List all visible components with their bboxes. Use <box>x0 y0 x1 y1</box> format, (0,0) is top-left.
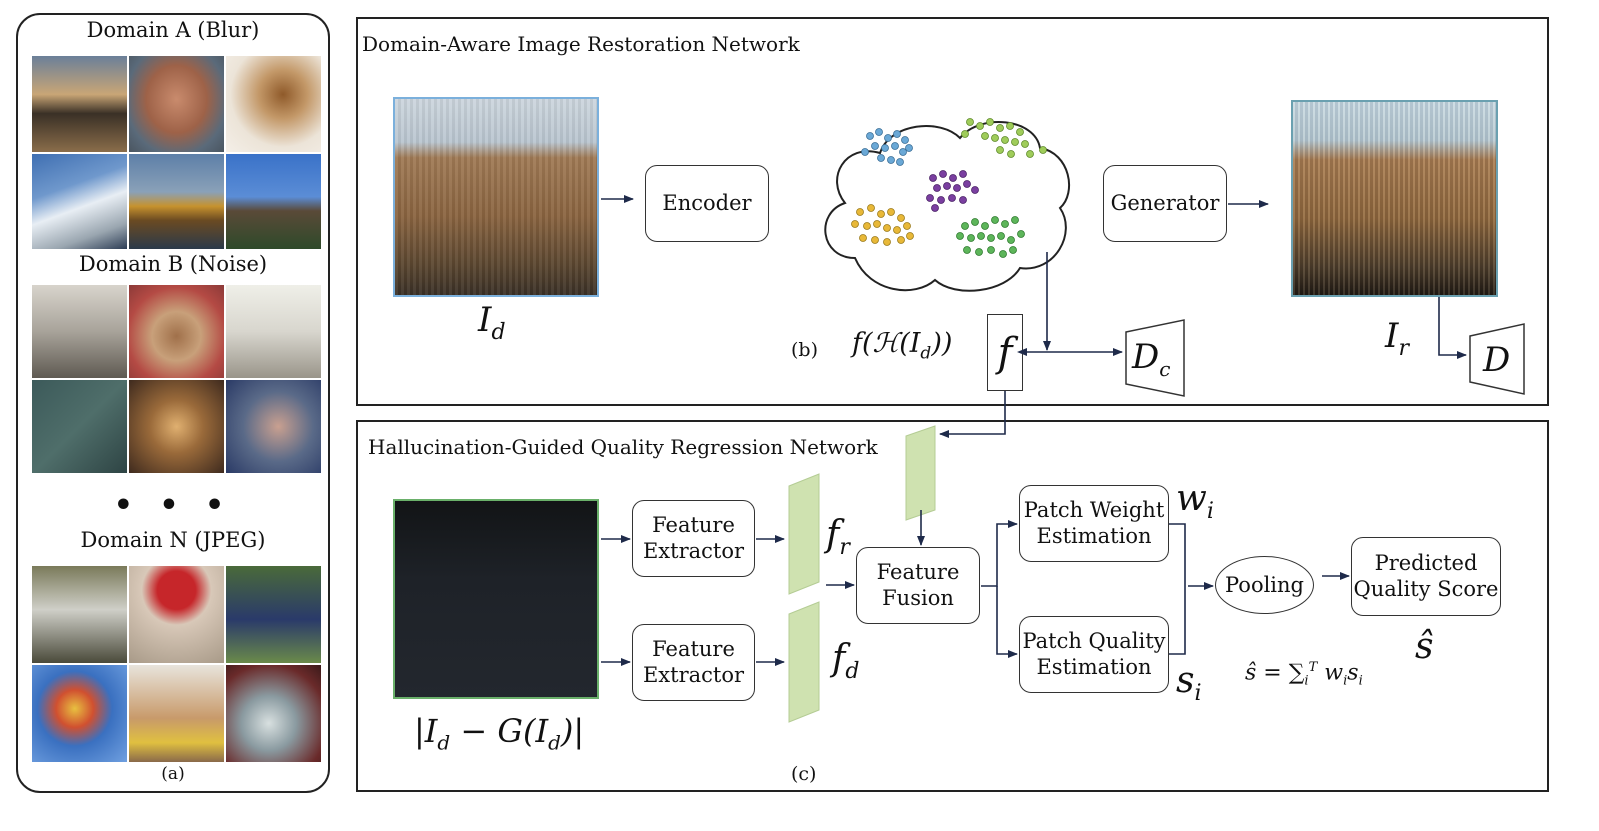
image-pillows <box>32 566 127 663</box>
cluster-blue <box>861 128 913 166</box>
cluster-green <box>956 216 1025 258</box>
image-team-photo <box>226 566 321 663</box>
patch-quality-estimation-box: Patch Quality Estimation <box>1019 616 1169 693</box>
image-boat <box>32 153 127 249</box>
caption-a: (a) <box>161 764 185 784</box>
domain-a-title: Domain A (Blur) <box>86 18 260 42</box>
label-ir: Ir <box>1385 316 1409 361</box>
arrow-f-featuremap <box>939 391 1006 438</box>
image-balloons <box>32 665 127 762</box>
domain-b-images <box>32 285 321 473</box>
image-jewelry <box>129 380 224 473</box>
label-difference: |Id − G(Id)| <box>414 712 585 755</box>
pooling-ellipse: Pooling <box>1215 556 1314 614</box>
label-dc: Dc <box>1132 337 1171 381</box>
feature-map-f <box>905 425 936 521</box>
label-shat: ŝ <box>1415 626 1434 667</box>
regression-network-title: Hallucination-Guided Quality Regression … <box>368 435 878 459</box>
panel-b-frame <box>356 17 1549 406</box>
domain-n-images <box>32 566 321 762</box>
difference-image <box>393 499 599 699</box>
label-wi: wi <box>1176 478 1214 525</box>
label-si: si <box>1176 660 1202 707</box>
domain-n-title: Domain N (JPEG) <box>80 528 266 552</box>
degraded-input-image <box>393 97 599 297</box>
generator-box: Generator <box>1103 165 1227 242</box>
image-wall-art <box>32 380 127 473</box>
discriminator-d <box>1469 323 1525 395</box>
feature-fusion-box: Feature Fusion <box>856 547 980 624</box>
predicted-quality-score-box: Predicted Quality Score <box>1351 537 1501 616</box>
image-man-smoking <box>226 380 321 473</box>
label-id: Id <box>478 300 506 345</box>
bracket-estimations <box>1169 523 1186 655</box>
caption-c: (c) <box>791 763 817 785</box>
domain-classifier-dc <box>1125 319 1185 397</box>
image-baskets <box>32 285 127 378</box>
feature-extractor-top: Feature Extractor <box>632 500 755 577</box>
ellipsis-dots: • • • <box>113 488 233 523</box>
feature-map-fr <box>788 473 820 595</box>
image-room <box>226 285 321 378</box>
patch-weight-estimation-box: Patch Weight Estimation <box>1019 485 1169 562</box>
panel-c-frame <box>356 420 1549 792</box>
image-food-plate <box>129 285 224 378</box>
caption-b: (b) <box>791 339 818 361</box>
label-d: D <box>1483 340 1511 380</box>
restored-output-image <box>1291 100 1498 297</box>
image-church <box>226 153 321 249</box>
pooling-formula: ŝ = ∑iT wisi <box>1245 660 1363 689</box>
latent-space-cloud <box>824 118 1070 292</box>
image-building <box>32 56 127 152</box>
cluster-light-green <box>961 118 1047 158</box>
label-fr: fr <box>826 514 850 561</box>
image-teapot <box>226 56 321 152</box>
cluster-purple <box>926 170 979 212</box>
image-lake-castle <box>129 153 224 249</box>
panel-a-frame <box>16 13 330 793</box>
feature-map-fd <box>788 601 820 723</box>
domain-b-title: Domain B (Noise) <box>78 252 268 276</box>
feature-expression: f(ℋ(Id)) <box>852 328 953 364</box>
arrow-fusion-pwe <box>981 520 1018 587</box>
feature-extractor-bottom: Feature Extractor <box>632 624 755 701</box>
arrow-fusion-pqe <box>996 586 1018 658</box>
image-stop-sign <box>129 566 224 663</box>
image-glass <box>226 665 321 762</box>
arrow-output-d <box>1438 297 1467 359</box>
image-face <box>129 56 224 152</box>
restoration-network-title: Domain-Aware Image Restoration Network <box>362 32 800 56</box>
label-fd: fd <box>832 638 860 685</box>
encoder-box: Encoder <box>645 165 769 242</box>
cluster-yellow <box>851 204 914 246</box>
image-gym <box>129 665 224 762</box>
domain-a-images <box>32 56 321 249</box>
